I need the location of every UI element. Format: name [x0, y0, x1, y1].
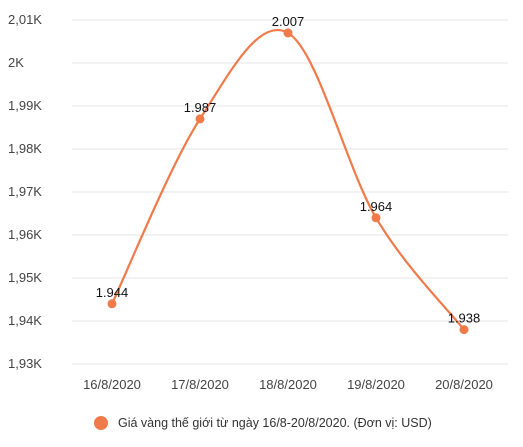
x-tick-label: 19/8/2020 — [347, 377, 405, 392]
series-line — [111, 29, 465, 331]
legend-label: Giá vàng thế giới từ ngày 16/8-20/8/2020… — [118, 416, 432, 430]
y-tick-label: 1,95K — [8, 270, 42, 285]
y-tick-label: 1,94K — [8, 313, 42, 328]
data-label: 1.938 — [448, 311, 481, 326]
x-tick-label: 20/8/2020 — [435, 377, 493, 392]
data-point[interactable] — [371, 213, 381, 223]
data-point[interactable] — [195, 114, 205, 124]
y-tick-label: 1,96K — [8, 227, 42, 242]
x-axis-ticks: 16/8/2020 17/8/2020 18/8/2020 19/8/2020 20/8… — [83, 377, 493, 392]
y-tick-label: 1,98K — [8, 141, 42, 156]
y-tick-label: 2K — [8, 55, 24, 70]
legend-marker — [94, 416, 108, 430]
x-tick-label: 16/8/2020 — [83, 377, 141, 392]
data-point[interactable] — [459, 325, 469, 335]
data-label: 1.987 — [184, 100, 217, 115]
y-tick-label: 1,97K — [8, 184, 42, 199]
data-point[interactable] — [107, 299, 117, 309]
data-label: 1.964 — [360, 199, 393, 214]
data-labels: 1.944 1.987 2.007 1.964 1.938 — [96, 14, 481, 326]
data-point[interactable] — [283, 28, 293, 38]
legend[interactable]: Giá vàng thế giới từ ngày 16/8-20/8/2020… — [94, 416, 432, 430]
y-tick-label: 2,01K — [8, 12, 42, 27]
x-tick-label: 18/8/2020 — [259, 377, 317, 392]
x-tick-label: 17/8/2020 — [171, 377, 229, 392]
data-points — [107, 28, 469, 335]
y-tick-label: 1,99K — [8, 98, 42, 113]
y-axis-ticks: 1,93K 1,94K 1,95K 1,96K 1,97K 1,98K 1,99K 2K 2,0… — [8, 12, 42, 371]
data-label: 1.944 — [96, 285, 129, 300]
data-label: 2.007 — [272, 14, 305, 29]
gridlines — [72, 19, 508, 365]
y-tick-label: 1,93K — [8, 356, 42, 371]
